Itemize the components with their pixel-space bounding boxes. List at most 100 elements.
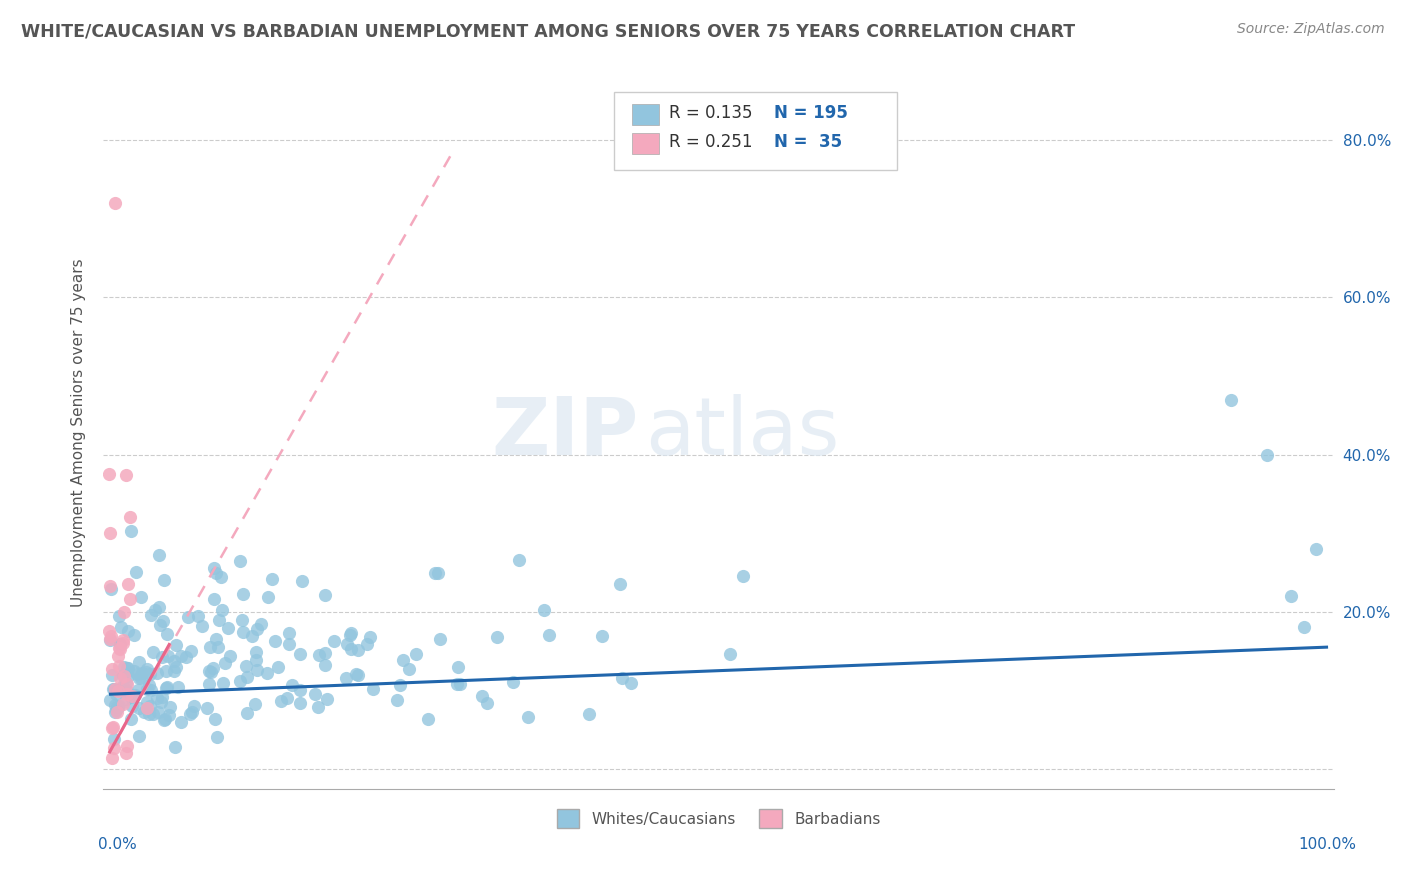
Point [387,693,409,707]
Point [179,706,201,721]
Point [205,566,228,581]
Point [1292,620,1315,634]
Point [245,697,267,711]
Point [107,649,129,664]
Point [1256,448,1278,462]
Point [108,641,131,656]
Point [136,695,159,709]
Point [447,659,470,673]
Point [229,554,252,568]
Point [208,613,231,627]
Point [153,713,176,727]
Point [128,729,150,743]
FancyBboxPatch shape [614,92,897,169]
Point [98,624,121,639]
Point [103,681,125,696]
Point [111,698,134,712]
Point [232,624,254,639]
Point [155,681,177,695]
Point [128,701,150,715]
Point [142,645,165,659]
Point [356,637,378,651]
Point [308,648,330,663]
Text: Source: ZipAtlas.com: Source: ZipAtlas.com [1237,22,1385,37]
Point [207,640,229,655]
Point [307,700,329,714]
Point [538,627,561,641]
Point [112,636,135,650]
Point [486,630,509,644]
FancyBboxPatch shape [633,133,659,154]
Point [249,616,271,631]
Point [165,638,187,652]
Point [146,705,169,719]
Point [117,661,139,675]
Point [150,649,173,664]
Point [132,705,155,719]
Point [128,656,150,670]
Point [276,691,298,706]
Point [166,680,188,694]
Point [718,647,741,661]
Point [104,705,127,719]
Point [108,642,131,657]
Point [115,687,138,701]
Text: N =  35: N = 35 [773,133,842,151]
Point [125,565,148,579]
Point [159,699,181,714]
Point [118,509,141,524]
Point [201,661,224,675]
Point [187,609,209,624]
Point [1305,541,1327,556]
Point [235,670,257,684]
Point [291,574,314,589]
Point [578,706,600,721]
Point [98,526,121,541]
Point [429,632,451,646]
Point [114,692,136,706]
Point [610,672,633,686]
Point [246,663,269,677]
Point [107,684,129,698]
Point [232,587,254,601]
Point [277,626,299,640]
Point [146,690,169,705]
Point [314,647,336,661]
Point [361,682,384,697]
Point [346,643,368,657]
Point [163,654,186,668]
Point [157,708,180,723]
Point [180,705,202,719]
Point [100,629,122,643]
Point [103,731,125,746]
Point [110,619,132,633]
Y-axis label: Unemployment Among Seniors over 75 years: Unemployment Among Seniors over 75 years [72,259,86,607]
Point [115,677,138,691]
Point [162,664,184,678]
Point [112,669,135,683]
Point [138,699,160,714]
Point [135,661,157,675]
Point [240,629,263,643]
Point [103,740,125,755]
Point [198,676,221,690]
Point [339,625,361,640]
Point [280,678,302,692]
Point [148,600,170,615]
Point [344,666,367,681]
Point [131,666,153,681]
Point [143,602,166,616]
Point [135,701,157,715]
Point [1219,392,1241,407]
Text: atlas: atlas [645,394,839,472]
Point [104,681,127,696]
Point [104,687,127,701]
Point [347,668,370,682]
Point [245,645,267,659]
Point [205,632,228,646]
Text: R = 0.251: R = 0.251 [669,133,752,151]
Point [146,665,169,680]
Point [152,614,174,628]
Point [138,706,160,721]
Point [111,632,134,647]
